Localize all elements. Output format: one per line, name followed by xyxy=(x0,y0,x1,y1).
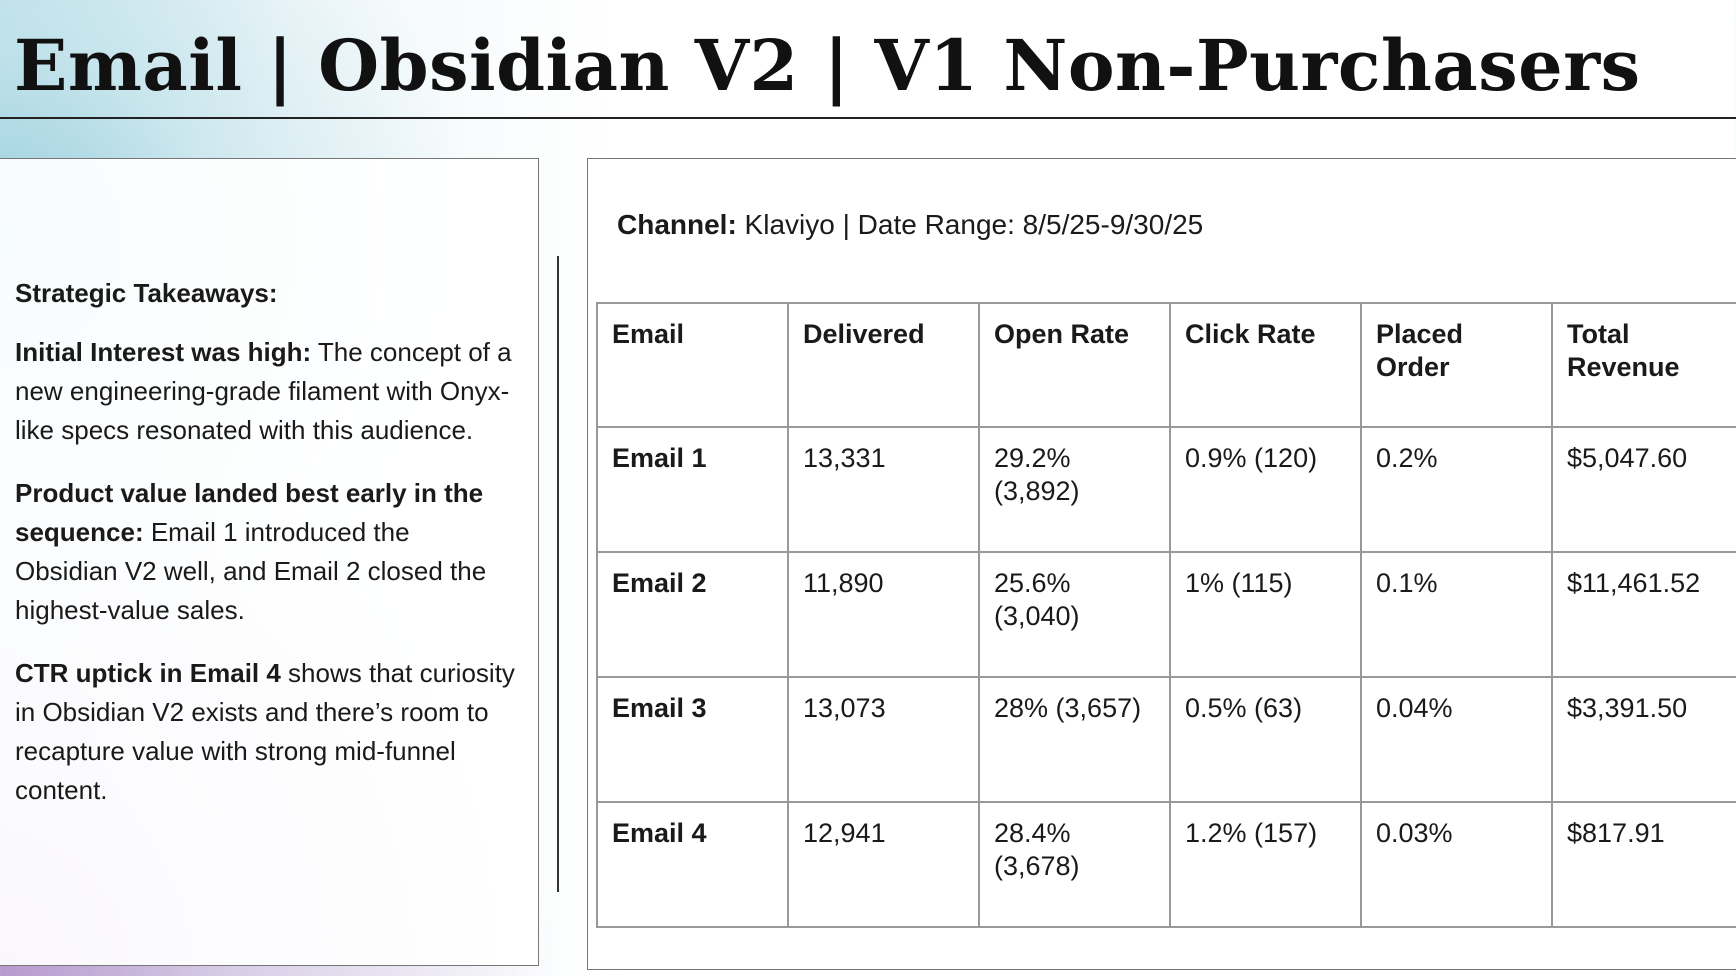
table-row: Email 1 13,331 29.2% (3,892) 0.9% (120) … xyxy=(596,426,1736,553)
cell-delivered: 12,941 xyxy=(787,801,980,928)
takeaway-item-text: shows that curiosity in Obsidian V2 exis… xyxy=(15,658,515,805)
cell-placed-order: 0.03% xyxy=(1360,801,1553,928)
takeaway-item-bold: Initial Interest was high: xyxy=(15,337,312,367)
takeaway-item-text: Email 1 introduced the Obsidian V2 well,… xyxy=(15,517,487,625)
cell-total-revenue: $5,047.60 xyxy=(1551,426,1736,553)
takeaways-content: Strategic Takeaways: Initial Interest wa… xyxy=(15,274,515,834)
panel-divider xyxy=(557,256,559,892)
table-header-row: Email Delivered Open Rate Click Rate Pla… xyxy=(596,302,1736,428)
table-row: Email 3 13,073 28% (3,657) 0.5% (63) 0.0… xyxy=(596,676,1736,803)
column-header-delivered: Delivered xyxy=(787,302,980,428)
cell-click-rate: 1.2% (157) xyxy=(1169,801,1362,928)
cell-click-rate: 0.5% (63) xyxy=(1169,676,1362,803)
takeaways-panel xyxy=(0,158,539,966)
table-row: Email 2 11,890 25.6% (3,040) 1% (115) 0.… xyxy=(596,551,1736,678)
column-header-open-rate: Open Rate xyxy=(978,302,1171,428)
cell-delivered: 13,073 xyxy=(787,676,980,803)
cell-total-revenue: $11,461.52 xyxy=(1551,551,1736,678)
cell-email: Email 1 xyxy=(596,426,789,553)
channel-date-range: Channel: Klaviyo | Date Range: 8/5/25-9/… xyxy=(617,205,1203,245)
channel-label: Channel: xyxy=(617,209,737,240)
takeaway-item-product-value: Product value landed best early in the s… xyxy=(15,474,515,630)
cell-email: Email 2 xyxy=(596,551,789,678)
cell-total-revenue: $3,391.50 xyxy=(1551,676,1736,803)
cell-email: Email 3 xyxy=(596,676,789,803)
takeaway-item-ctr-uptick: CTR uptick in Email 4 shows that curiosi… xyxy=(15,654,515,810)
title-divider xyxy=(0,117,1736,119)
column-header-email: Email xyxy=(596,302,789,428)
cell-placed-order: 0.1% xyxy=(1360,551,1553,678)
takeaway-item-text: The concept of a new engineering-grade f… xyxy=(15,337,512,445)
takeaway-item-initial-interest: Initial Interest was high: The concept o… xyxy=(15,333,515,450)
cell-click-rate: 1% (115) xyxy=(1169,551,1362,678)
cell-open-rate: 25.6% (3,040) xyxy=(978,551,1171,678)
column-header-click-rate: Click Rate xyxy=(1169,302,1362,428)
cell-placed-order: 0.04% xyxy=(1360,676,1553,803)
cell-delivered: 11,890 xyxy=(787,551,980,678)
email-metrics-table: Email Delivered Open Rate Click Rate Pla… xyxy=(596,302,1736,928)
cell-open-rate: 29.2% (3,892) xyxy=(978,426,1171,553)
takeaways-heading: Strategic Takeaways: xyxy=(15,278,278,308)
cell-click-rate: 0.9% (120) xyxy=(1169,426,1362,553)
channel-value: Klaviyo | Date Range: 8/5/25-9/30/25 xyxy=(736,209,1204,240)
takeaway-item-bold: CTR uptick in Email 4 xyxy=(15,658,281,688)
page-title: Email | Obsidian V2 | V1 Non-Purchasers xyxy=(14,24,1641,107)
cell-open-rate: 28.4% (3,678) xyxy=(978,801,1171,928)
cell-delivered: 13,331 xyxy=(787,426,980,553)
cell-open-rate: 28% (3,657) xyxy=(978,676,1171,803)
cell-placed-order: 0.2% xyxy=(1360,426,1553,553)
table-row: Email 4 12,941 28.4% (3,678) 1.2% (157) … xyxy=(596,801,1736,928)
column-header-total-revenue: Total Revenue xyxy=(1551,302,1736,428)
cell-email: Email 4 xyxy=(596,801,789,928)
cell-total-revenue: $817.91 xyxy=(1551,801,1736,928)
takeaway-item-bold: Product value landed best early in the s… xyxy=(15,478,484,547)
column-header-placed-order: Placed Order xyxy=(1360,302,1553,428)
